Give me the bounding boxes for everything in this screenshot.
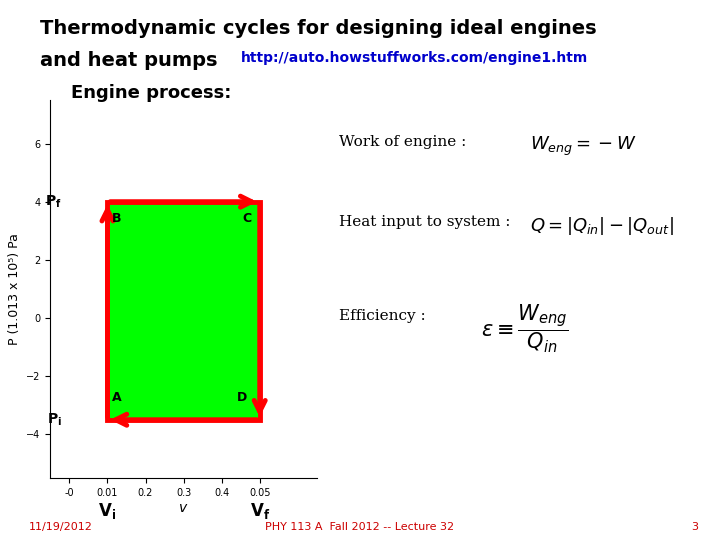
Text: Engine process:: Engine process: <box>71 84 231 102</box>
Y-axis label: P (1.013 x 10⁵) Pa: P (1.013 x 10⁵) Pa <box>8 233 21 345</box>
Text: $Q = |Q_{in}| - |Q_{out}|$: $Q = |Q_{in}| - |Q_{out}|$ <box>530 215 673 237</box>
Text: and heat pumps: and heat pumps <box>40 51 217 70</box>
Text: v: v <box>179 501 188 515</box>
Text: $\varepsilon \equiv \dfrac{W_{eng}}{Q_{in}}$: $\varepsilon \equiv \dfrac{W_{eng}}{Q_{i… <box>481 302 569 355</box>
Text: $\mathbf{V_i}$: $\mathbf{V_i}$ <box>99 501 117 521</box>
Text: 11/19/2012: 11/19/2012 <box>29 522 93 532</box>
Text: Work of engine :: Work of engine : <box>338 135 466 149</box>
Text: $W_{eng} = -W$: $W_{eng} = -W$ <box>530 135 636 158</box>
Text: Heat input to system :: Heat input to system : <box>338 215 510 229</box>
Text: D: D <box>237 391 247 404</box>
Bar <box>107 201 260 420</box>
Text: http://auto.howstuffworks.com/engine1.htm: http://auto.howstuffworks.com/engine1.ht… <box>241 51 588 65</box>
Text: $\mathbf{P_i}$: $\mathbf{P_i}$ <box>47 411 62 428</box>
Text: Thermodynamic cycles for designing ideal engines: Thermodynamic cycles for designing ideal… <box>40 19 596 38</box>
Text: B: B <box>112 212 122 225</box>
Text: PHY 113 A  Fall 2012 -- Lecture 32: PHY 113 A Fall 2012 -- Lecture 32 <box>266 522 454 532</box>
Text: 3: 3 <box>691 522 698 532</box>
Text: Efficiency :: Efficiency : <box>338 309 426 323</box>
Bar <box>107 201 260 420</box>
Text: $\mathbf{V_f}$: $\mathbf{V_f}$ <box>250 501 270 521</box>
Text: C: C <box>243 212 252 225</box>
Text: A: A <box>112 391 122 404</box>
Text: $\mathbf{P_f}$: $\mathbf{P_f}$ <box>45 193 62 210</box>
